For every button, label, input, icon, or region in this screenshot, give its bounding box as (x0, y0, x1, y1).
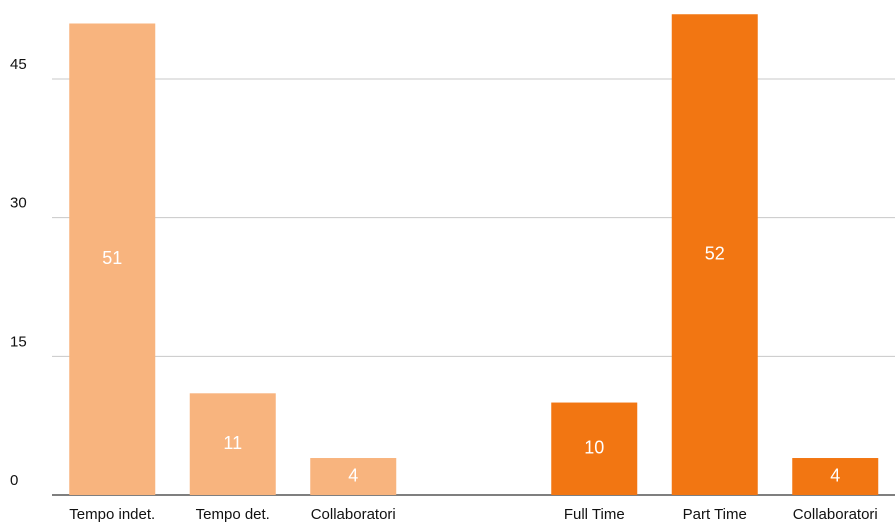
bar (792, 458, 879, 495)
value-label: 51 (102, 248, 122, 268)
bar (551, 402, 638, 495)
x-tick-label: Tempo det. (196, 506, 270, 523)
y-tick-label: 0 (10, 472, 18, 489)
x-tick-label: Part Time (683, 506, 747, 523)
bar (69, 23, 156, 495)
y-tick-label: 45 (10, 56, 27, 73)
y-tick-label: 15 (10, 333, 27, 350)
bar (189, 393, 276, 495)
bar (310, 458, 397, 495)
value-label: 11 (223, 433, 242, 453)
bar (671, 14, 758, 496)
value-label: 10 (584, 438, 604, 458)
y-tick-label: 30 (10, 195, 27, 212)
value-label: 4 (348, 465, 358, 485)
x-tick-label: Collaboratori (311, 506, 396, 523)
value-label: 52 (705, 243, 725, 263)
x-tick-label: Collaboratori (793, 506, 878, 523)
x-tick-label: Tempo indet. (69, 506, 155, 523)
value-label: 4 (830, 465, 840, 485)
x-tick-label: Full Time (564, 506, 625, 523)
